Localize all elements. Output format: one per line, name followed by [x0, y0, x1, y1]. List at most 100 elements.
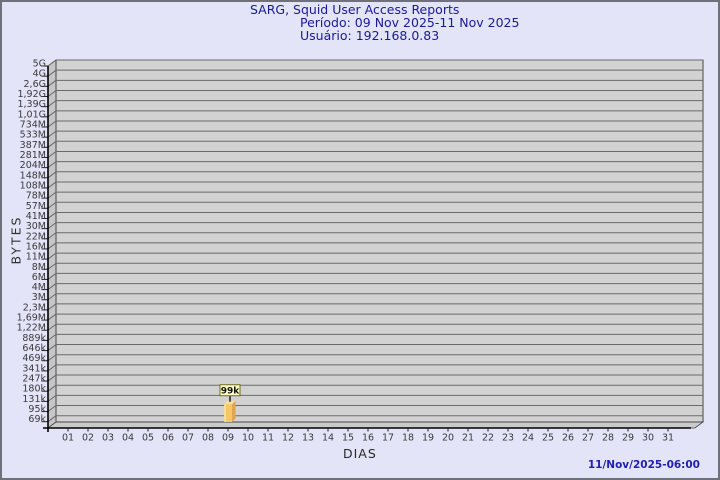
chart-subtitle-period: Período: 09 Nov 2025-11 Nov 2025: [300, 15, 520, 30]
y-tick-label: 180k: [22, 384, 46, 395]
y-tick-label: 131k: [22, 394, 46, 405]
x-tick-label: 12: [282, 433, 294, 444]
wall-connector: [47, 303, 57, 311]
y-tick-label: 387M: [20, 140, 46, 151]
x-tick-label: 06: [162, 433, 174, 444]
wall-connector: [47, 405, 57, 412]
wall-connector: [47, 171, 57, 179]
wall-connector: [47, 110, 57, 118]
y-tick-label: 1,39G: [17, 99, 46, 110]
y-tick-label: 16M: [26, 241, 46, 252]
wall-connector: [47, 323, 57, 331]
bar-front-face: [224, 404, 232, 422]
x-axis-title: DIAS: [343, 446, 377, 461]
y-tick-label: 646k: [22, 343, 46, 354]
wall-connector: [47, 384, 57, 392]
y-tick-label: 4M: [32, 282, 46, 293]
y-tick-label: 30M: [26, 221, 46, 232]
x-tick-label: 16: [362, 433, 374, 444]
x-tick-label: 22: [482, 433, 494, 444]
y-tick-label: 469k: [22, 353, 46, 364]
wall-connector: [47, 79, 57, 87]
y-tick-label: 41M: [26, 211, 46, 222]
wall-connector: [47, 252, 57, 260]
y-tick-label: 5G: [33, 59, 46, 70]
y-tick-label: 11M: [26, 252, 46, 263]
x-tick-label: 08: [202, 433, 214, 444]
y-tick-label: 78M: [26, 191, 46, 202]
y-tick-label: 204M: [20, 160, 46, 171]
y-tick-label: 1,92G: [17, 89, 46, 100]
y-tick-label: 6M: [32, 272, 46, 283]
y-tick-label: 57M: [26, 201, 46, 212]
x-tick-label: 20: [442, 433, 454, 444]
x-tick-label: 23: [502, 433, 514, 444]
x-tick-label: 01: [62, 433, 74, 444]
wall-connector: [47, 333, 57, 341]
y-tick-label: 95k: [28, 404, 46, 415]
x-tick-label: 14: [322, 433, 334, 444]
wall-connector: [47, 354, 57, 362]
wall-connector: [47, 364, 57, 372]
wall-connector: [47, 130, 57, 138]
chart-subtitle-user: Usuário: 192.168.0.83: [300, 28, 440, 43]
y-tick-label: 108M: [20, 180, 46, 191]
x-tick-label: 25: [542, 433, 554, 444]
wall-connector: [47, 212, 57, 219]
wall-connector: [47, 283, 57, 290]
bar-value-box: [219, 384, 241, 397]
wall-connector: [47, 181, 57, 189]
wall-connector: [47, 90, 57, 97]
x-tick-label: 09: [222, 433, 234, 444]
wall-connector: [47, 191, 57, 199]
y-tick-label: 1,01G: [17, 109, 46, 120]
y-tick-label: 8M: [32, 262, 46, 273]
x-tick-label: 02: [82, 433, 94, 444]
wall-connector: [47, 151, 57, 158]
wall-connector: [47, 161, 57, 169]
wall-connector: [47, 120, 57, 128]
wall-connector: [47, 201, 57, 209]
wall-connector: [47, 273, 57, 280]
x-tick-label: 15: [342, 433, 354, 444]
x-tick-label: 19: [422, 433, 434, 444]
y-tick-label: 734M: [20, 119, 46, 130]
y-tick-label: 148M: [20, 170, 46, 181]
y-tick-label: 4G: [33, 69, 46, 80]
y-tick-label: 2,3M: [23, 302, 46, 313]
bar-value-label: 99k: [221, 386, 241, 396]
y-tick-label: 22M: [26, 231, 46, 242]
y-tick-label: 341k: [22, 363, 46, 374]
usage-bar: 99k: [219, 384, 241, 422]
x-tick-label: 05: [142, 433, 154, 444]
x-tick-label: 17: [382, 433, 394, 444]
floor-3d: [46, 421, 705, 429]
y-tick-label: 889k: [22, 333, 46, 344]
wall-connector: [47, 394, 57, 402]
bar-top-face: [224, 400, 236, 405]
wall-connector: [47, 222, 57, 230]
wall-connector: [47, 293, 57, 301]
y-tick-label: 1,69M: [17, 313, 46, 324]
x-tick-label: 29: [622, 433, 634, 444]
y-tick-label: 2,6G: [24, 79, 46, 90]
x-tick-label: 21: [462, 433, 474, 444]
x-tick-label: 24: [522, 433, 534, 444]
bar-side-face: [232, 400, 236, 422]
x-tick-label: 30: [642, 433, 654, 444]
x-tick-label: 18: [402, 433, 414, 444]
x-tick-label: 28: [602, 433, 614, 444]
wall-connector: [47, 262, 57, 270]
x-tick-label: 13: [302, 433, 314, 444]
wall-connector: [47, 313, 57, 321]
wall-connector: [47, 69, 57, 77]
generated-timestamp: 11/Nov/2025-06:00: [587, 459, 700, 471]
x-tick-label: 26: [562, 433, 574, 444]
y-tick-label: 1,22M: [17, 323, 46, 334]
chart-title: SARG, Squid User Access Reports: [250, 2, 460, 17]
wall-connector: [47, 100, 57, 108]
wall-connector: [47, 242, 57, 250]
wall-connector: [47, 140, 57, 148]
